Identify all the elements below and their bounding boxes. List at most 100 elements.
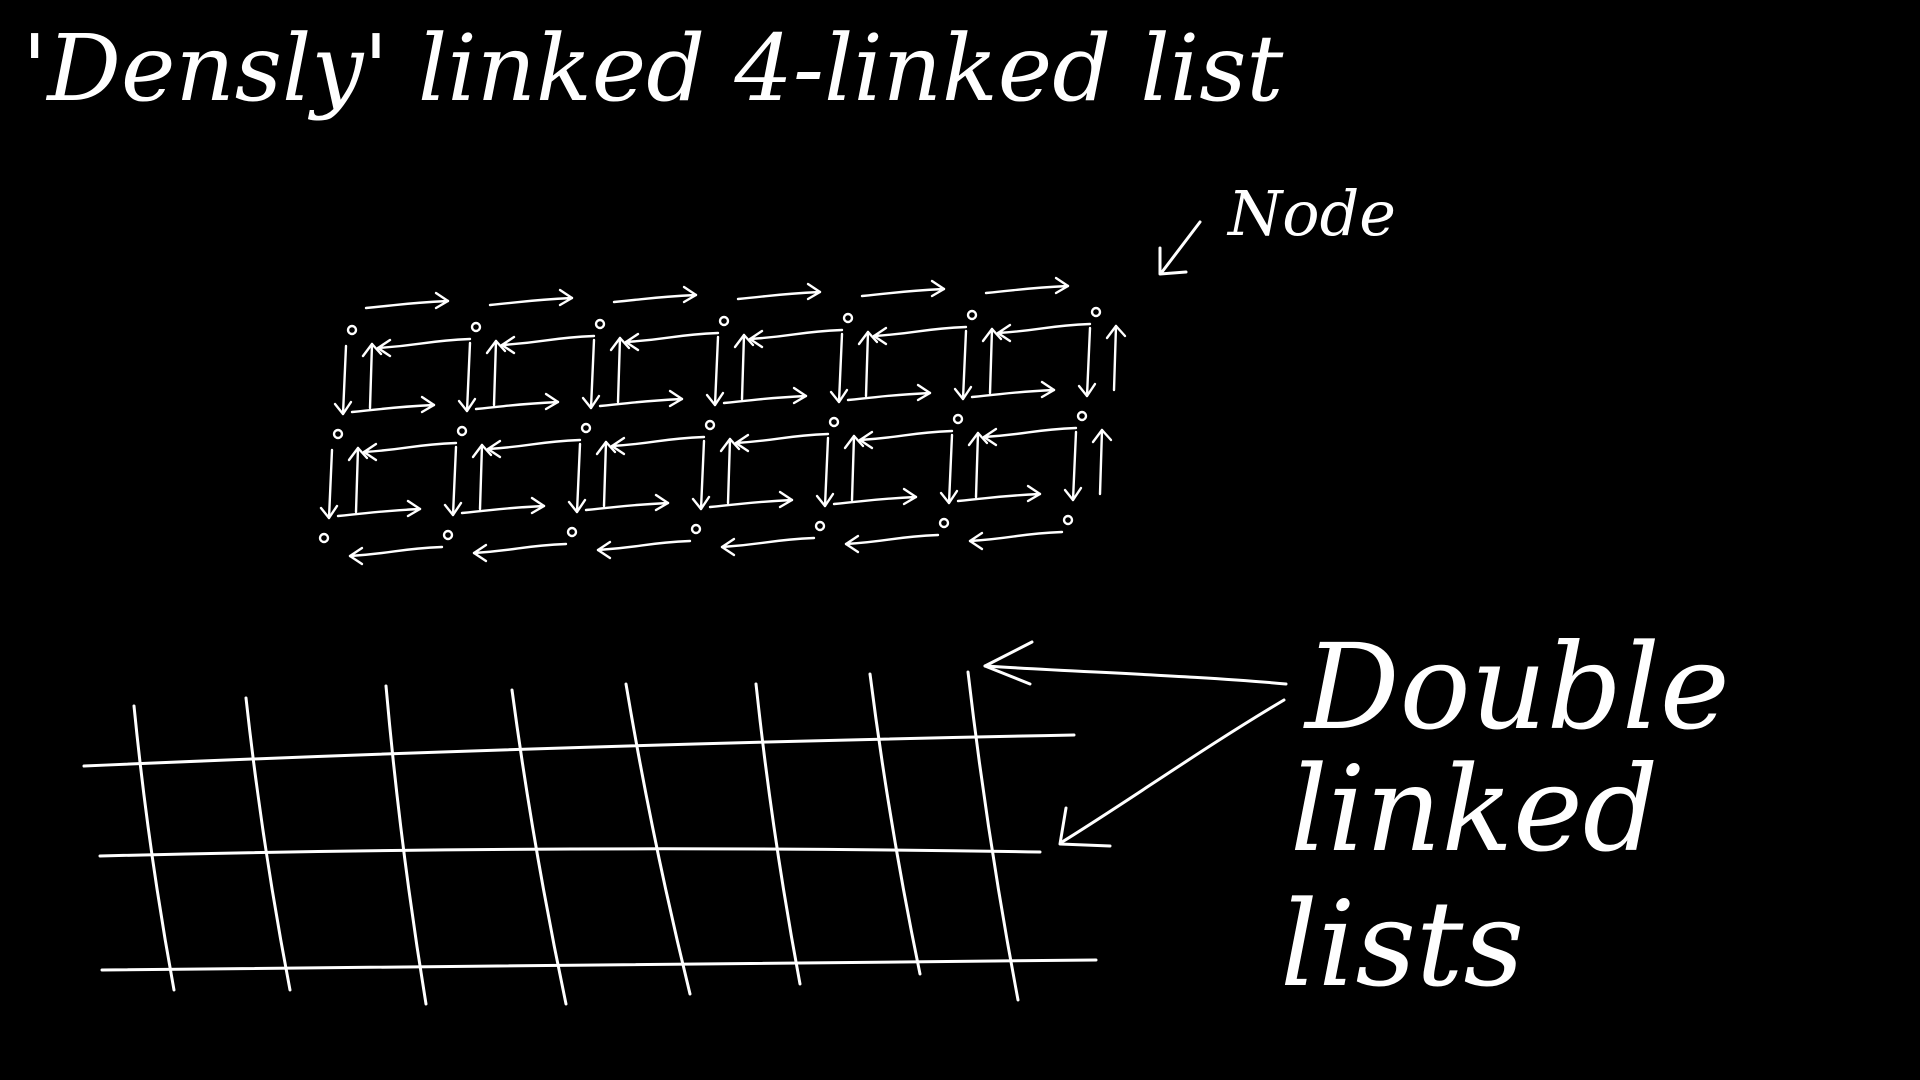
up-link-arrow (1105, 324, 1127, 392)
grid-horizontal-line (100, 958, 1098, 972)
down-link-arrow (829, 332, 849, 404)
backward-link-arrow (734, 432, 830, 453)
up-link-arrow (857, 330, 879, 398)
backward-link-arrow (996, 322, 1092, 343)
lattice-node (594, 318, 606, 330)
forward-link-arrow (598, 389, 684, 408)
backward-link-arrow (472, 542, 568, 563)
up-link-arrow (719, 437, 741, 505)
backward-link-arrow (610, 435, 706, 456)
double-label-line2: linked (1290, 740, 1658, 878)
lattice-node (580, 422, 592, 434)
forward-link-arrow (846, 383, 932, 402)
grid-horizontal-line (82, 733, 1076, 768)
forward-link-arrow (474, 392, 560, 411)
grid-vertical-line (510, 688, 568, 1006)
double-label-line3: lists (1280, 875, 1524, 1013)
grid-vertical-line (966, 670, 1020, 1002)
up-link-arrow (595, 440, 617, 508)
up-link-arrow (733, 333, 755, 401)
down-link-arrow (953, 329, 973, 401)
up-link-arrow (471, 443, 493, 511)
lattice-node (718, 315, 730, 327)
node-label: Node (1226, 177, 1396, 250)
down-link-arrow (1063, 430, 1083, 502)
forward-link-arrow (984, 276, 1070, 295)
backward-link-arrow (376, 337, 472, 358)
grid-vertical-line (384, 684, 428, 1006)
up-link-arrow (485, 339, 507, 407)
backward-link-arrow (844, 533, 940, 554)
backward-link-arrow (872, 325, 968, 346)
forward-link-arrow (488, 288, 574, 307)
node-pointer-arrow (1158, 220, 1202, 276)
double-label-line1: Double (1303, 618, 1730, 756)
lattice-node (456, 425, 468, 437)
down-link-arrow (815, 436, 835, 508)
lattice-node (938, 517, 950, 529)
forward-link-arrow (970, 380, 1056, 399)
forward-link-arrow (708, 490, 794, 509)
forward-link-arrow (336, 499, 422, 518)
down-link-arrow (581, 338, 601, 410)
grid-horizontal-line (98, 847, 1042, 858)
down-link-arrow (567, 442, 587, 514)
backward-link-arrow (968, 530, 1064, 551)
up-link-arrow (981, 327, 1003, 395)
down-link-arrow (457, 341, 477, 413)
lattice-node (318, 532, 330, 544)
down-link-arrow (705, 335, 725, 407)
lattice-node (966, 309, 978, 321)
lattice-node (690, 523, 702, 535)
down-link-arrow (443, 445, 463, 517)
title-text: 'Densly' linked 4-linked list (22, 15, 1284, 122)
backward-link-arrow (348, 545, 444, 566)
down-link-arrow (691, 439, 711, 511)
up-link-arrow (967, 431, 989, 499)
label-arrow-bottom (1058, 698, 1286, 848)
lattice-node (704, 419, 716, 431)
forward-link-arrow (736, 282, 822, 301)
up-link-arrow (347, 446, 369, 514)
lattice-node (952, 413, 964, 425)
up-link-arrow (1091, 428, 1113, 496)
lattice-node (346, 324, 358, 336)
lattice-node (442, 529, 454, 541)
up-link-arrow (843, 434, 865, 502)
grid-vertical-line (244, 696, 292, 992)
lattice-node (828, 416, 840, 428)
forward-link-arrow (860, 279, 946, 298)
label-arrow-top (983, 640, 1288, 686)
forward-link-arrow (832, 487, 918, 506)
backward-link-arrow (748, 328, 844, 349)
up-link-arrow (361, 342, 383, 410)
lattice-node (1076, 410, 1088, 422)
lattice-node (814, 520, 826, 532)
lattice-node (566, 526, 578, 538)
backward-link-arrow (596, 539, 692, 560)
forward-link-arrow (364, 291, 450, 310)
four-linked-lattice (318, 276, 1127, 566)
backward-link-arrow (362, 441, 458, 462)
lattice-node (1090, 306, 1102, 318)
down-link-arrow (319, 448, 339, 520)
grid-vertical-line (754, 682, 802, 986)
backward-link-arrow (500, 334, 596, 355)
grid-vertical-line (624, 682, 692, 996)
lattice-node (470, 321, 482, 333)
forward-link-arrow (460, 496, 546, 515)
grid-vertical-line (868, 672, 922, 976)
down-link-arrow (1077, 326, 1097, 398)
backward-link-arrow (720, 536, 816, 557)
down-link-arrow (939, 433, 959, 505)
down-link-arrow (333, 344, 353, 416)
backward-link-arrow (858, 429, 954, 450)
lattice-node (332, 428, 344, 440)
lattice-node (1062, 514, 1074, 526)
backward-link-arrow (982, 426, 1078, 447)
backward-link-arrow (486, 438, 582, 459)
forward-link-arrow (612, 285, 698, 304)
lattice-node (842, 312, 854, 324)
backward-link-arrow (624, 331, 720, 352)
